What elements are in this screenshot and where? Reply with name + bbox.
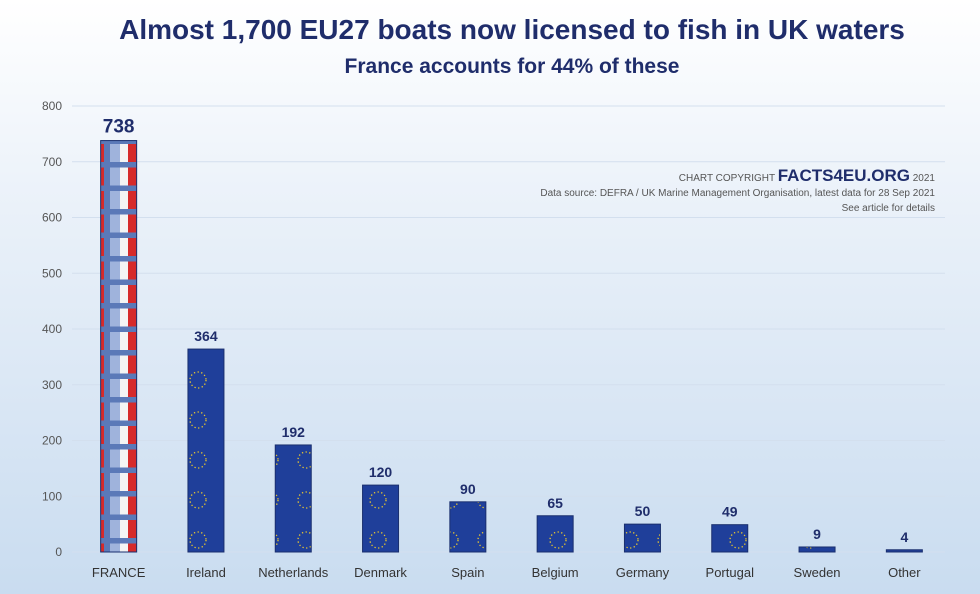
y-tick-label: 400 (42, 322, 62, 336)
chart-credit: CHART COPYRIGHT FACTS4EU.ORG 2021 Data s… (540, 166, 935, 216)
bar-spain (449, 501, 487, 553)
y-tick-label: 200 (42, 434, 62, 448)
data-label: 192 (282, 424, 306, 440)
data-label: 90 (460, 481, 476, 497)
bar-portugal (711, 524, 749, 553)
y-tick-label: 300 (42, 378, 62, 392)
x-tick-label: Belgium (532, 565, 579, 580)
x-tick-label: FRANCE (92, 565, 146, 580)
credit-brand: FACTS4EU.ORG (777, 166, 910, 185)
x-tick-label: Other (888, 565, 921, 580)
chart-title: Almost 1,700 EU27 boats now licensed to … (119, 14, 905, 45)
bar-denmark (362, 484, 400, 553)
credit-source: Data source: DEFRA / UK Marine Managemen… (540, 188, 935, 199)
data-label: 738 (103, 117, 135, 138)
x-tick-label: Sweden (794, 565, 841, 580)
x-tick-label: Netherlands (258, 565, 329, 580)
bar-ireland (187, 348, 225, 553)
x-tick-label: Ireland (186, 565, 226, 580)
data-label: 50 (635, 503, 651, 519)
bar-germany (623, 523, 661, 553)
data-label: 364 (194, 328, 218, 344)
y-tick-label: 700 (42, 155, 62, 169)
bar-sweden (798, 546, 836, 553)
data-label: 4 (900, 529, 908, 545)
bar-belgium (536, 515, 574, 553)
x-tick-label: Portugal (706, 565, 755, 580)
bar-other (885, 549, 923, 553)
data-label: 49 (722, 504, 738, 520)
data-label: 120 (369, 464, 393, 480)
y-tick-label: 0 (55, 545, 62, 559)
credit-year: 2021 (912, 173, 935, 184)
credit-note: See article for details (841, 203, 935, 214)
bar-netherlands (274, 444, 312, 553)
credit-prefix: CHART COPYRIGHT (678, 173, 775, 184)
data-label: 9 (813, 526, 821, 542)
x-tick-label: Spain (451, 565, 484, 580)
data-label: 65 (547, 495, 563, 511)
chart-subtitle: France accounts for 44% of these (344, 55, 680, 78)
y-tick-label: 800 (42, 99, 62, 113)
y-tick-label: 500 (42, 266, 62, 280)
y-tick-label: 100 (42, 489, 62, 503)
x-tick-label: Germany (616, 565, 670, 580)
y-tick-label: 600 (42, 211, 62, 225)
x-tick-label: Denmark (354, 565, 407, 580)
bar-france (100, 140, 138, 553)
